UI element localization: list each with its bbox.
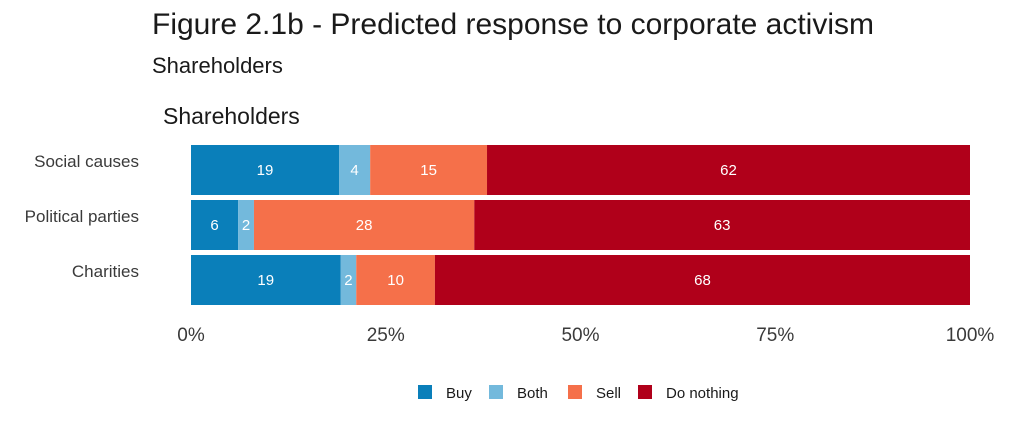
bar-charities-both [340,255,357,305]
value-label-charities-buy: 19 [257,272,274,289]
value-label-social-causes-sell: 15 [420,162,437,179]
panel-title: Shareholders [163,103,300,129]
x-tick-label: 75% [756,325,794,346]
value-label-political-parties-sell: 28 [356,217,373,234]
bar-social-causes-buy [191,145,340,195]
legend-label-buy: Buy [446,385,472,402]
value-label-political-parties-do-nothing: 63 [714,217,731,234]
value-label-charities-sell: 10 [387,272,404,289]
bar-political-parties-buy [191,200,239,250]
legend-swatch-sell [568,385,582,399]
bar-political-parties-both [238,200,254,250]
bar-social-causes-both [339,145,371,195]
figure-title: Figure 2.1b - Predicted response to corp… [152,8,875,41]
legend: Buy Both Sell Do nothing [418,385,739,402]
value-label-social-causes-buy: 19 [257,162,274,179]
value-label-social-causes-both: 4 [350,162,358,179]
legend-swatch-both [489,385,503,399]
bar-charities-sell [356,255,435,305]
category-label-political-parties: Political parties [25,207,139,226]
x-tick-label: 100% [946,325,995,346]
x-tick-label: 50% [561,325,599,346]
legend-swatch-do-nothing [638,385,652,399]
category-labels: Social causes Political parties Charities [25,152,139,281]
value-label-charities-both: 2 [344,272,352,289]
value-label-charities-do-nothing: 68 [694,272,711,289]
legend-swatch-buy [418,385,432,399]
bar-charities-do-nothing [434,255,970,305]
legend-label-both: Both [517,385,548,402]
value-label-political-parties-both: 2 [242,217,250,234]
category-label-social-causes: Social causes [34,152,139,171]
x-tick-label: 0% [177,325,205,346]
legend-label-do-nothing: Do nothing [666,385,739,402]
x-axis-ticks: 0% 25% 50% 75% 100% [177,325,994,346]
bar-social-causes-sell [370,145,488,195]
bar-social-causes-do-nothing [487,145,970,195]
value-label-social-causes-do-nothing: 62 [720,162,737,179]
bar-political-parties-sell [253,200,475,250]
value-label-political-parties-buy: 6 [210,217,218,234]
figure-subtitle: Shareholders [152,53,283,78]
category-label-charities: Charities [72,262,139,281]
x-tick-label: 25% [367,325,405,346]
legend-label-sell: Sell [596,385,621,402]
bar-charities-buy [191,255,341,305]
bar-political-parties-do-nothing [474,200,970,250]
